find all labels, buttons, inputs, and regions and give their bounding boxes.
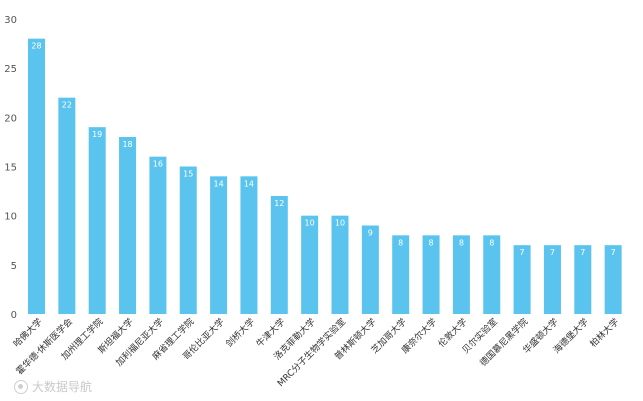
x-tick-label: 霍华德·休斯医学会: [14, 316, 75, 377]
y-tick-label: 30: [4, 15, 17, 26]
bar: [270, 196, 288, 314]
y-tick-label: 20: [4, 113, 17, 124]
bar-value-label: 14: [214, 179, 224, 188]
bar: [58, 97, 76, 315]
bar: [149, 156, 167, 314]
y-tick-label: 15: [4, 163, 17, 174]
bar-value-label: 14: [244, 179, 254, 188]
bar: [604, 245, 622, 314]
logo-icon: [14, 379, 28, 394]
bar: [179, 166, 197, 314]
bar: [119, 137, 137, 314]
x-axis-labels: 哈佛大学霍华德·休斯医学会加州理工学院斯坦福大学加利福尼亚大学麻省理工学院哥伦比…: [11, 316, 622, 389]
watermark-text: 大数据导航: [32, 380, 93, 394]
bar-value-label: 7: [611, 248, 616, 257]
bar: [392, 235, 410, 314]
bar: [513, 245, 531, 314]
bar-value-label: 18: [122, 140, 132, 149]
watermark: 大数据导航: [14, 378, 92, 395]
bar-value-label: 16: [153, 160, 163, 169]
y-tick-label: 10: [4, 212, 17, 223]
bar: [452, 235, 470, 314]
bar-value-label: 10: [335, 219, 345, 228]
bar-value-label: 12: [274, 199, 284, 208]
bar-value-label: 10: [305, 219, 315, 228]
bar: [361, 225, 379, 314]
bar-value-label: 9: [368, 229, 373, 238]
bar-value-label: 15: [183, 170, 193, 179]
y-tick-label: 5: [11, 261, 17, 272]
bar-value-label: 8: [459, 238, 464, 247]
x-tick-label: 柏林大学: [587, 316, 621, 350]
y-tick-label: 0: [11, 310, 17, 321]
bar: [28, 38, 45, 315]
bar-value-label: 7: [520, 248, 525, 257]
bar: [483, 235, 501, 314]
x-tick-label: 剑桥大学: [223, 316, 257, 350]
bar: [543, 245, 561, 314]
bar: [331, 215, 349, 314]
bar-value-label: 7: [550, 248, 555, 257]
bar: [210, 176, 228, 314]
bar: [301, 215, 319, 314]
bar-value-label: 8: [489, 238, 494, 247]
bar-value-label: 19: [92, 130, 102, 139]
bar: [422, 235, 440, 314]
bar-value-label: 8: [398, 238, 403, 247]
bar-value-label: 22: [62, 101, 72, 110]
bars: 28 22 19 18 16 15 14 14 12 10 10 9 8 8 8 8 7 7 7 7: [28, 38, 622, 315]
bar: [240, 176, 258, 314]
bar-value-label: 28: [31, 42, 41, 51]
bar: [574, 245, 592, 314]
y-axis: 0 5 10 15 20 25 30: [4, 15, 17, 321]
bar-value-label: 8: [429, 238, 434, 247]
bar: [88, 127, 106, 315]
y-tick-label: 25: [4, 64, 17, 75]
bar-value-label: 7: [580, 248, 585, 257]
